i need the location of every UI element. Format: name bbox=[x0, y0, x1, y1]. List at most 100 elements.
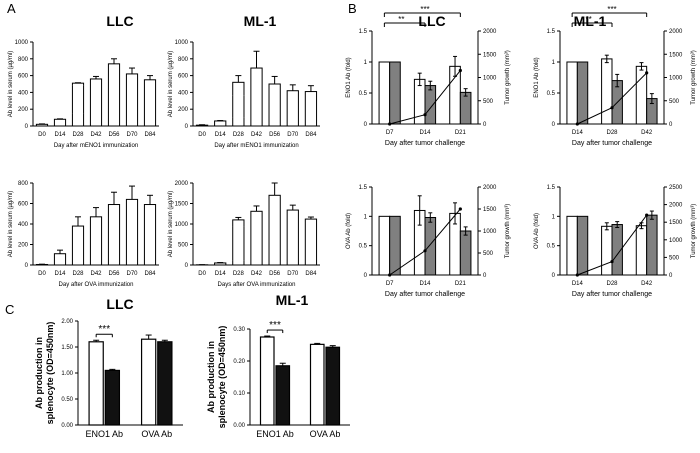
B2-tumor-growth-point bbox=[575, 122, 579, 126]
A4-y-label: Ab level in serum (µg/ml) bbox=[168, 191, 174, 257]
A3-x-tick-label: D28 bbox=[72, 271, 84, 277]
A1-bar bbox=[89, 78, 103, 127]
B2-y-tick-label: 1 bbox=[552, 60, 556, 66]
B2-x-tick-label: D28 bbox=[606, 130, 618, 136]
B1-bar-white bbox=[378, 61, 391, 125]
c-ml1-title: ML-1 bbox=[275, 292, 309, 308]
B2-x-label: Day after tumor challenge bbox=[572, 140, 652, 147]
B2-y-tick-label: 0.5 bbox=[547, 91, 556, 97]
B4-y2-tick-label: 500 bbox=[669, 255, 680, 261]
A3-y-tick-label: 800 bbox=[18, 181, 29, 187]
A4-x-tick-label: D42 bbox=[251, 271, 263, 277]
A2-bar bbox=[268, 83, 281, 127]
A4-axis-break bbox=[231, 226, 245, 261]
B4-y2-tick-label: 1000 bbox=[669, 238, 683, 244]
A2-y-tick-label: 400 bbox=[178, 90, 189, 96]
B1-x-tick-label: D14 bbox=[419, 130, 431, 136]
A3-bar bbox=[53, 253, 67, 266]
A2-axis-break bbox=[231, 95, 245, 118]
B1-tumor-growth-point bbox=[423, 113, 427, 117]
A2-y-tick-label: 0 bbox=[185, 124, 189, 130]
A2-y-tick-label: 200 bbox=[178, 107, 189, 113]
C2-y-tick-label: 0.30 bbox=[233, 327, 245, 333]
B1-tumor-growth-point bbox=[388, 122, 392, 126]
A4-bar bbox=[268, 194, 281, 266]
a-llc-title: LLC bbox=[106, 13, 134, 29]
B3-y2-tick-label: 500 bbox=[483, 251, 494, 257]
A4-y-tick-label: 0 bbox=[185, 263, 189, 269]
C2-bar-white bbox=[259, 336, 275, 426]
A2-x-tick-label: D42 bbox=[251, 132, 263, 138]
A3-y-tick-label: 200 bbox=[18, 243, 29, 249]
C2-bar-black bbox=[275, 365, 291, 426]
B1-y2-tick-label: 500 bbox=[483, 99, 494, 105]
B4-y-tick-label: 1 bbox=[552, 214, 556, 220]
A4-bar bbox=[286, 209, 299, 266]
C2-y-tick-label: 0.00 bbox=[233, 423, 245, 429]
B4-y2-label: Tumor growth (mm³) bbox=[691, 204, 697, 258]
A1-y-label: Ab level in serum (µg/ml) bbox=[8, 51, 14, 117]
panel-label-c: C bbox=[5, 302, 15, 317]
A1-axis-break bbox=[71, 85, 85, 114]
B4-y2-tick-label: 1500 bbox=[669, 220, 683, 226]
panel-label-a: A bbox=[7, 1, 16, 16]
A3-bar bbox=[143, 204, 157, 266]
C1-bar-white bbox=[140, 338, 157, 426]
B3-y2-tick-label: 1000 bbox=[483, 229, 497, 235]
A4-x-tick-label: D14 bbox=[215, 271, 227, 277]
C2-bar-white bbox=[309, 343, 325, 426]
A4-y-tick-label: 500 bbox=[178, 243, 189, 249]
B2-tumor-growth-point bbox=[610, 106, 614, 110]
C1-sig-label: *** bbox=[98, 324, 110, 335]
B2-bar-white bbox=[566, 61, 578, 125]
B4-y2-tick-label: 2000 bbox=[669, 203, 683, 209]
A3-x-tick-label: D14 bbox=[54, 271, 66, 277]
B3-x-label: Day after tumor challenge bbox=[385, 291, 465, 298]
B4-y-tick-label: 0 bbox=[552, 273, 556, 279]
A3-x-tick-label: D42 bbox=[90, 271, 102, 277]
B3-y2-tick-label: 0 bbox=[483, 273, 487, 279]
B1-y2-tick-label: 1000 bbox=[483, 76, 497, 82]
B4-tumor-growth-point bbox=[645, 213, 649, 217]
C1-bar-black bbox=[157, 341, 173, 426]
B3-y2-tick-label: 1500 bbox=[483, 207, 497, 213]
A1-x-tick-label: D42 bbox=[90, 132, 102, 138]
B2-y2-tick-label: 2000 bbox=[669, 29, 683, 35]
C1-bar-white bbox=[88, 341, 104, 426]
A2-y-tick-label: 1000 bbox=[175, 40, 189, 46]
A4-x-label: Days after OVA immunization bbox=[218, 282, 296, 288]
A1-bar bbox=[35, 123, 49, 127]
c-llc-title: LLC bbox=[106, 296, 134, 312]
B4-y2-tick-label: 2500 bbox=[669, 185, 683, 191]
B3-x-tick-label: D14 bbox=[419, 281, 431, 287]
A4-x-tick-label: D28 bbox=[233, 271, 245, 277]
B4-bar-gray bbox=[646, 214, 658, 276]
B4-y-tick-label: 0.5 bbox=[547, 244, 556, 250]
A2-bar bbox=[304, 91, 318, 127]
A2-x-label: Day after mENO1 immunization bbox=[214, 143, 298, 149]
A1-bar bbox=[143, 79, 157, 127]
B1-y2-label: Tumor growth (mm³) bbox=[505, 50, 511, 104]
B1-y2-tick-label: 2000 bbox=[483, 29, 497, 35]
A4-x-tick-label: D56 bbox=[269, 271, 281, 277]
A2-bar bbox=[195, 124, 209, 127]
B1-tumor-growth-point bbox=[458, 68, 462, 73]
B1-y-tick-label: 0.5 bbox=[359, 91, 368, 97]
A1-y-tick-label: 200 bbox=[18, 107, 29, 113]
B1-y-label: ENO1 Ab (fold) bbox=[346, 57, 352, 97]
B4-y-label: OVA Ab (fold) bbox=[534, 213, 540, 249]
panel-label-b: B bbox=[348, 1, 357, 16]
B3-tumor-growth-point bbox=[423, 249, 427, 253]
A2-x-tick-label: D0 bbox=[198, 132, 206, 138]
B2-sig-label: ** bbox=[586, 15, 592, 24]
B2-y2-tick-label: 1000 bbox=[669, 76, 683, 82]
B4-tumor-growth-point bbox=[575, 273, 579, 277]
A1-y-tick-label: 800 bbox=[18, 57, 29, 63]
B3-x-tick-label: D7 bbox=[386, 281, 394, 287]
A1-bar bbox=[107, 63, 121, 127]
B1-x-label: Day after tumor challenge bbox=[385, 140, 465, 147]
B1-x-tick-label: D7 bbox=[386, 130, 394, 136]
A1-x-tick-label: D70 bbox=[126, 132, 138, 138]
A4-x-tick-label: D70 bbox=[287, 271, 299, 277]
C2-y-label-line1: Ab production in bbox=[206, 341, 216, 413]
